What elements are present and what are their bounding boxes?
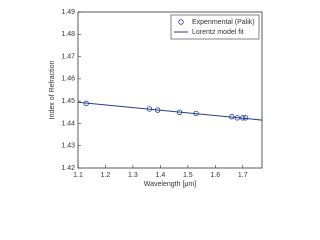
y-tick-label: 1.46 xyxy=(61,76,75,83)
legend-label: Experimental (Palik) xyxy=(192,19,255,26)
x-tick-label: 1.6 xyxy=(210,172,220,179)
x-axis-label: Wavelength [μm] xyxy=(144,181,196,188)
y-tick-label: 1.47 xyxy=(61,53,75,60)
y-tick-label: 1.45 xyxy=(61,98,75,105)
y-tick-label: 1.49 xyxy=(61,9,75,16)
legend-box xyxy=(170,14,260,40)
y-tick-label: 1.43 xyxy=(61,143,75,150)
y-tick-label: 1.48 xyxy=(61,31,75,38)
x-tick-label: 1.2 xyxy=(101,172,111,179)
chart: Wavelength [μm] Index of Refraction 1.1 1… xyxy=(49,9,263,188)
x-tick-label: 1.4 xyxy=(156,172,166,179)
fit-line xyxy=(77,101,263,121)
legend-marker xyxy=(178,19,184,25)
x-tick-label: 1.7 xyxy=(238,172,248,179)
y-tick-label: 1.42 xyxy=(61,165,75,172)
legend-label: Lorentz model fit xyxy=(192,29,244,36)
x-tick-label: 1.5 xyxy=(183,172,193,179)
plot-frame xyxy=(77,11,263,169)
x-tick-label: 1.3 xyxy=(128,172,138,179)
y-tick-label: 1.44 xyxy=(61,120,75,127)
page: Wavelength [μm] Index of Refraction 1.1 1… xyxy=(48,8,263,188)
y-axis-label: Index of Refraction xyxy=(49,61,56,120)
x-tick-label: 1.1 xyxy=(73,172,83,179)
